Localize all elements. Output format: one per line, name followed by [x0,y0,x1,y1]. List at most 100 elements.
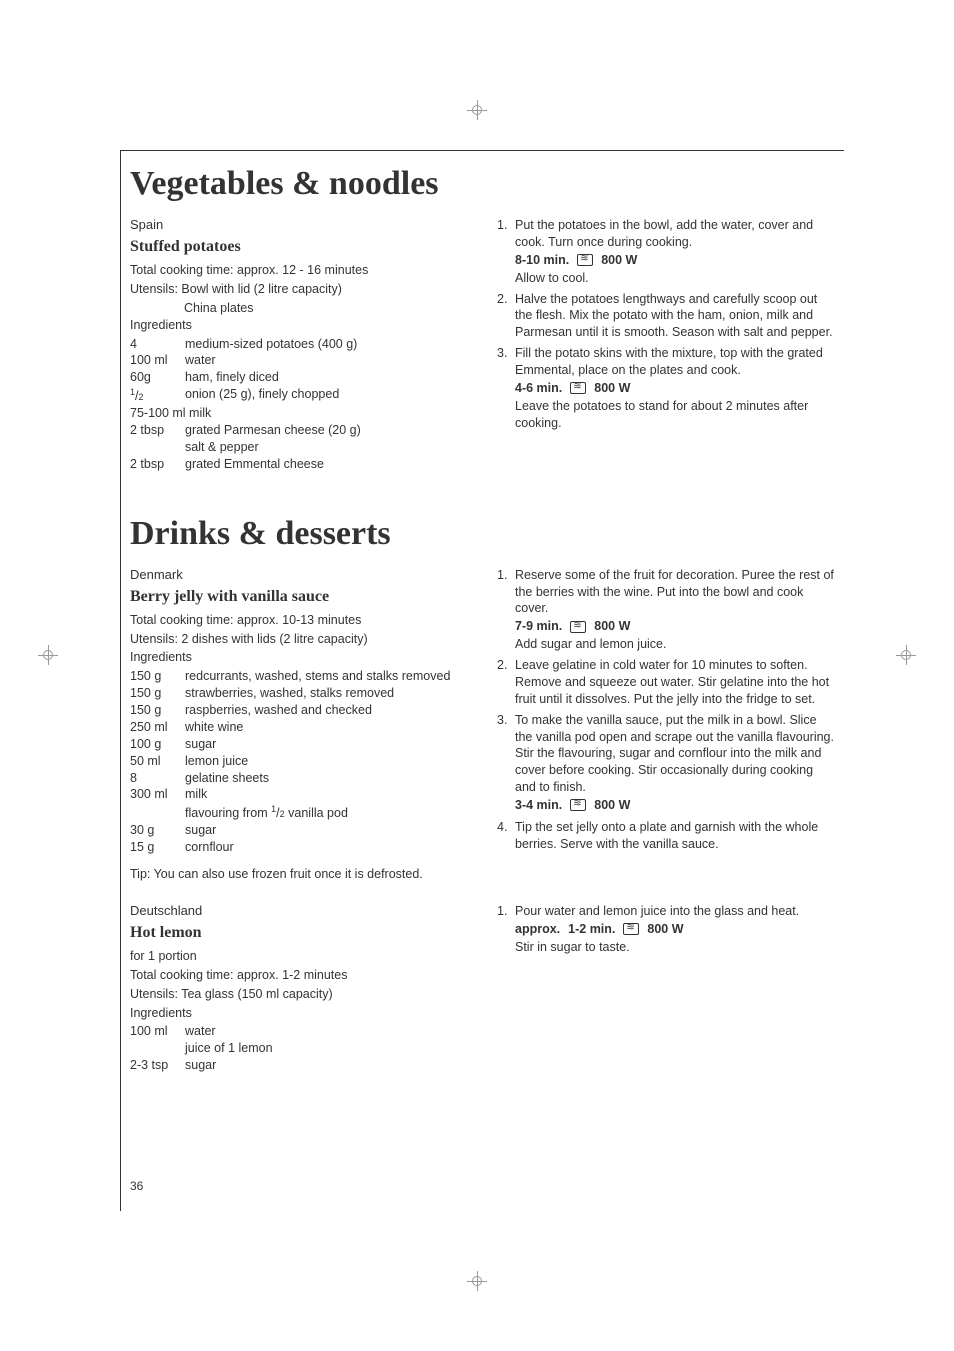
step-text: Fill the potato skins with the mixture, … [515,345,834,431]
microwave-icon [570,382,586,394]
step-text: Reserve some of the fruit for decoration… [515,567,834,653]
recipe-left-col: Spain Stuffed potatoes Total cooking tim… [130,217,467,473]
recipe-steps-col: 1. Pour water and lemon juice into the g… [497,903,834,1074]
ingredients-label: Ingredients [130,649,467,666]
recipe-tip: Tip: You can also use frozen fruit once … [130,866,467,883]
ingredient-row: 4medium-sized potatoes (400 g) [130,336,361,353]
section-title-drinks: Drinks & desserts [130,515,834,553]
utensils-1: Tea glass (150 ml capacity) [181,987,332,1001]
ingredient-row: 60gham, finely diced [130,369,361,386]
ingredient-item: cornflour [185,839,450,856]
ingredient-item: water [185,352,361,369]
crop-mark-left [38,645,58,665]
step-line: Reserve some of the fruit for decoration… [515,568,834,616]
ingredient-item: flavouring from 1/2 vanilla pod [185,803,450,822]
step-line: Pour water and lemon juice into the glas… [515,904,799,918]
utensils-2: China plates [130,300,467,317]
ingredient-item: white wine [185,719,450,736]
ingredient-item: gelatine sheets [185,770,450,787]
cooking-time: Total cooking time: approx. 10-13 minute… [130,612,467,629]
ingredient-item: strawberries, washed, stalks removed [185,685,450,702]
ingredient-item: water [185,1023,273,1040]
ingredients-table: 4medium-sized potatoes (400 g) 100 mlwat… [130,336,361,473]
ingredient-row: 2 tbspgrated Emmental cheese [130,456,361,473]
microwave-icon [570,621,586,633]
step-number: 4. [497,819,515,853]
ingredient-qty: 100 ml [130,352,185,369]
microwave-icon [577,254,593,266]
recipe-step: 3. Fill the potato skins with the mixtur… [497,345,834,431]
step-text: To make the vanilla sauce, put the milk … [515,712,834,815]
ingredient-row: 150 gstrawberries, washed, stalks remove… [130,685,450,702]
cook-power: 800 W [647,921,683,938]
ingredient-row: 2-3 tspsugar [130,1057,273,1074]
cooking-time: Total cooking time: approx. 12 - 16 minu… [130,262,467,279]
cook-line: 8-10 min. 800 W [515,252,834,269]
ingredient-row: 2 tbspgrated Parmesan cheese (20 g) [130,422,361,439]
crop-mark-right [896,645,916,665]
ingredient-item: raspberries, washed and checked [185,702,450,719]
recipe-left-col: Denmark Berry jelly with vanilla sauce T… [130,567,467,883]
ingredients-label: Ingredients [130,317,467,334]
cook-time-prefix: approx. [515,921,560,938]
recipe-step: 2. Leave gelatine in cold water for 10 m… [497,657,834,708]
step-text: Put the potatoes in the bowl, add the wa… [515,217,834,287]
ingredient-item: medium-sized potatoes (400 g) [185,336,361,353]
step-after: Allow to cool. [515,271,589,285]
ingredient-qty: 100 ml [130,1023,185,1040]
recipe-step: 1. Pour water and lemon juice into the g… [497,903,834,956]
ingredient-qty: 75-100 ml milk [130,405,361,422]
cook-line: 7-9 min. 800 W [515,618,834,635]
ingredient-row: 15 gcornflour [130,839,450,856]
ingredient-qty: 1/2 [130,386,185,405]
ingredient-row: 150 graspberries, washed and checked [130,702,450,719]
utensils-label: Utensils: [130,282,178,296]
recipe-step: 1. Reserve some of the fruit for decorat… [497,567,834,653]
ingredient-qty: 2 tbsp [130,456,185,473]
cook-time: 4-6 min. [515,380,562,397]
step-number: 2. [497,291,515,342]
recipe-name: Hot lemon [130,924,467,942]
step-number: 1. [497,217,515,287]
cook-power: 800 W [594,618,630,635]
crop-mark-top [467,100,487,120]
recipe-step: 3. To make the vanilla sauce, put the mi… [497,712,834,815]
ingredient-item: redcurrants, washed, stems and stalks re… [185,668,450,685]
utensils-label: Utensils: [130,987,178,1001]
ingredient-item: juice of 1 lemon [185,1040,273,1057]
cook-time: 1-2 min. [568,921,615,938]
recipe-hot-lemon: Deutschland Hot lemon for 1 portion Tota… [130,903,834,1074]
ingredient-item: grated Parmesan cheese (20 g) [185,422,361,439]
ingredient-qty: 4 [130,336,185,353]
ingredient-qty: 250 ml [130,719,185,736]
step-line: Fill the potato skins with the mixture, … [515,346,823,377]
utensils: Utensils: 2 dishes with lids (2 litre ca… [130,631,467,648]
ingredient-row: 30 gsugar [130,822,450,839]
step-line: To make the vanilla sauce, put the milk … [515,713,834,795]
ingredient-row: 100 gsugar [130,736,450,753]
ingredient-row: 100 mlwater [130,352,361,369]
ingredients-label: Ingredients [130,1005,467,1022]
ingredient-qty: 15 g [130,839,185,856]
ingredient-row: 1/2onion (25 g), finely chopped [130,386,361,405]
ingredient-row: 50 mllemon juice [130,753,450,770]
cook-time: 8-10 min. [515,252,569,269]
ingredient-qty: 2-3 tsp [130,1057,185,1074]
utensils-1: Bowl with lid (2 litre capacity) [181,282,341,296]
step-after: Stir in sugar to taste. [515,940,630,954]
recipe-step: 1. Put the potatoes in the bowl, add the… [497,217,834,287]
ingredient-item: sugar [185,822,450,839]
step-number: 1. [497,903,515,956]
cook-line: approx. 1-2 min. 800 W [515,921,834,938]
ingredient-qty: 300 ml [130,786,185,803]
step-number: 2. [497,657,515,708]
ingredient-qty: 60g [130,369,185,386]
ingredient-qty: 150 g [130,702,185,719]
crop-mark-bottom [467,1271,487,1291]
recipe-country: Deutschland [130,903,467,918]
step-text: Pour water and lemon juice into the glas… [515,903,834,956]
utensils-label: Utensils: [130,632,178,646]
ingredients-table: 100 mlwater juice of 1 lemon 2-3 tspsuga… [130,1023,273,1074]
cook-line: 3-4 min. 800 W [515,797,834,814]
cook-time: 3-4 min. [515,797,562,814]
